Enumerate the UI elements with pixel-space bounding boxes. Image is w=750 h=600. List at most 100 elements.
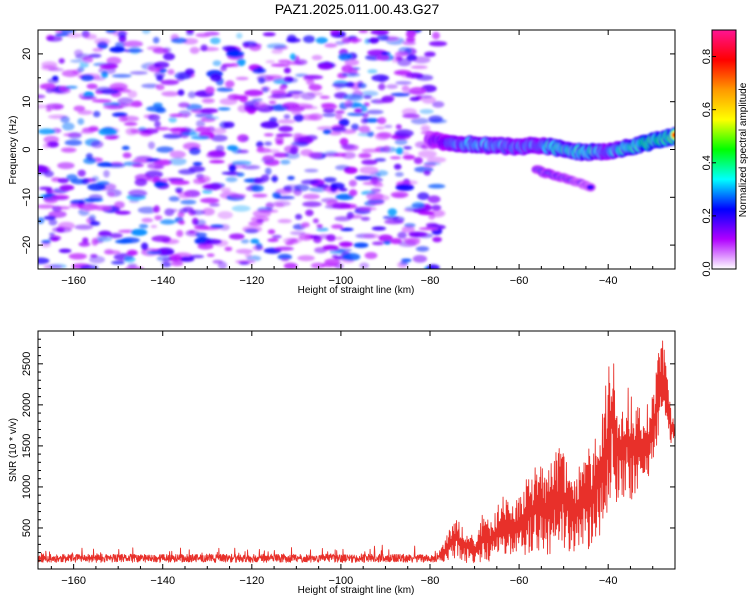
spectrogram-noise-cell	[339, 137, 349, 146]
spectrogram-noise-cell	[244, 89, 264, 97]
spectrogram-noise-cell	[316, 224, 323, 229]
spectrogram-noise-cell	[366, 199, 385, 204]
spectrogram-noise-cell	[424, 51, 436, 57]
spectrogram-noise-cell	[162, 133, 183, 139]
spectrogram-noise-cell	[266, 43, 287, 49]
spectrogram-noise-cell	[129, 71, 148, 75]
spectrogram-noise-cell	[217, 211, 233, 220]
spectrogram-noise-cell	[178, 220, 185, 225]
spectrogram-noise-cell	[70, 59, 85, 63]
spectrogram-noise-cell	[286, 238, 297, 243]
spectrogram-noise-cell	[331, 224, 344, 229]
spectrogram-noise-cell	[148, 141, 155, 150]
spectrogram-noise-cell	[226, 145, 238, 151]
spectrogram-noise-cell	[274, 246, 294, 251]
spectrogram-noise-cell	[195, 219, 207, 227]
spectrogram-noise-cell	[98, 230, 112, 237]
spectrogram-noise-cell	[236, 149, 249, 154]
spectrogram-noise-cell	[241, 165, 261, 170]
spectrogram-noise-cell	[89, 221, 101, 226]
spectrogram-noise-cell	[235, 248, 253, 254]
spectrogram-noise-cell	[68, 253, 88, 260]
spectrogram-noise-cell	[351, 123, 359, 131]
spectrogram-noise-cell	[390, 191, 409, 198]
spectrogram-noise-cell	[283, 67, 291, 74]
spectrogram-noise-cell	[83, 157, 97, 165]
spectrogram-noise-cell	[270, 177, 279, 181]
spectrogram-noise-cell	[354, 175, 373, 181]
spectrogram-noise-cell	[415, 246, 430, 252]
spectrogram-noise-cell	[401, 180, 418, 186]
spectrogram-y-tick-label: −20	[21, 236, 33, 255]
spectrogram-noise-cell	[123, 40, 143, 48]
spectrogram-noise-cell	[303, 74, 324, 80]
spectrogram-y-tick-label: 10	[21, 96, 33, 108]
snr-x-tick-label: −100	[329, 575, 354, 587]
spectrogram-noise-cell	[295, 213, 303, 220]
spectrogram-noise-cell	[338, 241, 353, 248]
spectrogram-noise-cell	[368, 37, 379, 44]
spectrogram-noise-cell	[419, 109, 434, 114]
spectrogram-noise-cell	[43, 170, 54, 178]
spectrogram-noise-cell	[190, 135, 210, 140]
spectrogram-noise-cell	[280, 159, 291, 165]
spectrogram-noise-cell	[189, 147, 201, 155]
spectrogram-noise-cell	[279, 85, 287, 90]
spectrogram-noise-cell	[93, 110, 101, 118]
spectrogram-noise-cell	[364, 252, 378, 259]
spectrogram-noise-cell	[188, 166, 206, 173]
spectrogram-noise-cell	[63, 132, 82, 137]
spectrogram-noise-cell	[73, 105, 86, 112]
spectrogram-noise-cell	[324, 43, 338, 48]
spectrogram-noise-cell	[359, 262, 370, 269]
spectrogram-noise-cell	[416, 74, 434, 81]
spectrogram-noise-cell	[146, 250, 162, 255]
spectrogram-noise-cell	[252, 245, 264, 251]
spectrogram-noise-cell	[378, 83, 386, 91]
spectrogram-noise-cell	[262, 32, 276, 37]
spectrogram-noise-cell	[43, 135, 60, 144]
spectrogram-noise-cell	[206, 151, 226, 159]
spectrogram-noise-cell	[278, 125, 293, 132]
spectrogram-noise-cell	[250, 238, 260, 244]
spectrogram-noise-cell	[395, 124, 402, 130]
spectrogram-noise-cell	[395, 51, 409, 57]
snr-frame	[37, 330, 676, 570]
spectrogram-noise-cell	[369, 179, 380, 184]
spectrogram-noise-cell	[324, 258, 341, 266]
spectrogram-noise-cell	[168, 196, 180, 202]
spectrogram-noise-cell	[271, 234, 282, 239]
spectrogram-noise-cell	[411, 201, 425, 209]
spectrogram-noise-cell	[108, 233, 123, 239]
spectrogram-noise-cell	[265, 60, 276, 64]
spectrogram-noise-cell	[225, 176, 238, 183]
snr-y-tick-label: 1000	[21, 475, 33, 499]
spectrogram-noise-cell	[195, 33, 211, 38]
spectrogram-noise-cell	[408, 231, 428, 237]
colorbar-tick-label: 0.2	[701, 208, 713, 223]
spectrogram-noise-cell	[372, 241, 384, 246]
spectrogram-noise-cell	[212, 60, 222, 67]
spectrogram-noise-cell	[348, 179, 357, 187]
spectrogram-noise-cell	[226, 50, 245, 58]
spectrogram-noise-cell	[156, 84, 165, 91]
spectrogram-noise-cell	[115, 239, 133, 244]
spectrogram-noise-cell	[420, 125, 431, 132]
spectrogram-noise-cell	[38, 204, 55, 209]
spectrogram-noise-cell	[38, 217, 45, 224]
spectrogram-noise-cell	[389, 156, 402, 160]
spectrogram-x-tick-label: −100	[329, 275, 354, 287]
spectrogram-noise-cell	[306, 79, 315, 86]
spectrogram-noise-cell	[358, 152, 372, 159]
spectrogram-noise-cell	[395, 172, 404, 177]
spectrogram-noise-cell	[48, 219, 58, 226]
spectrogram-noise-cell	[159, 68, 168, 73]
spectrogram-noise-cell	[322, 244, 339, 251]
spectrogram-noise-cell	[343, 93, 364, 102]
spectrogram-noise-cell	[297, 255, 315, 262]
spectrogram-noise-cell	[357, 83, 367, 89]
spectrogram-x-tick-label: −80	[421, 275, 440, 287]
spectrogram-noise-cell	[308, 152, 322, 159]
spectrogram-noise-cell	[141, 128, 159, 134]
spectrogram-noise-cell	[418, 211, 435, 216]
